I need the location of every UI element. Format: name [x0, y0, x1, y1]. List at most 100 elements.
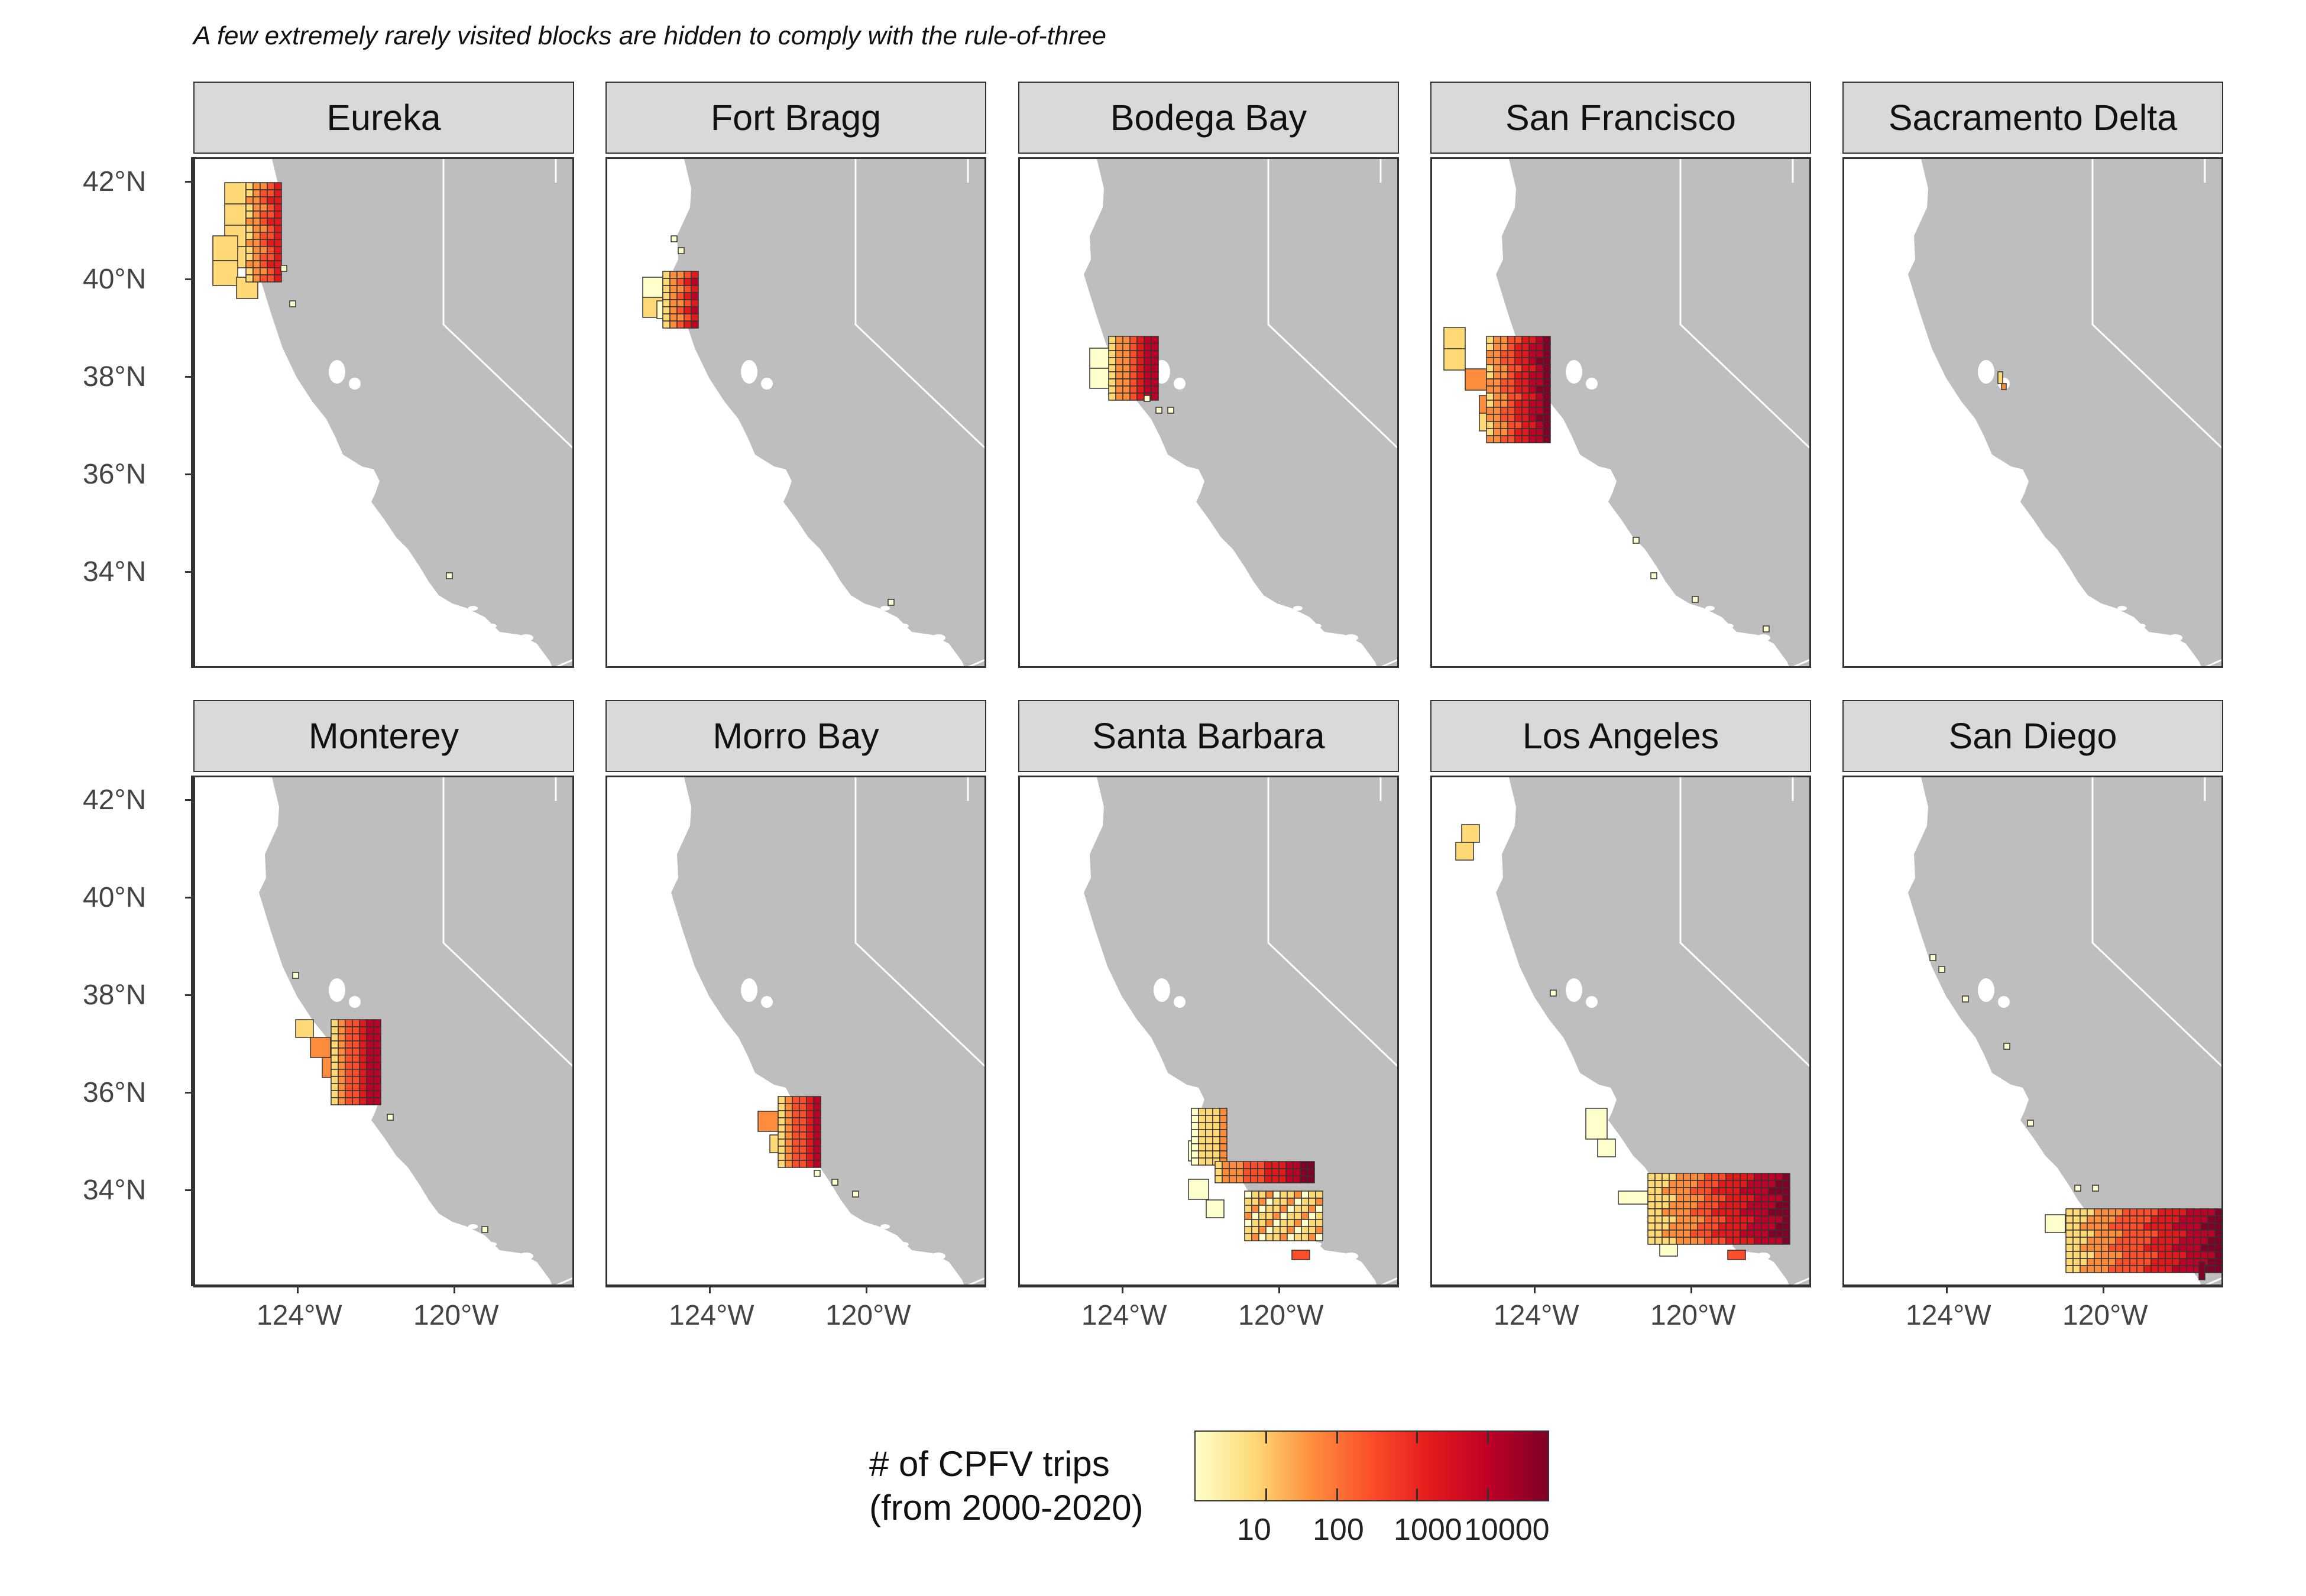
state-border — [442, 777, 572, 1068]
fishing-block — [691, 292, 699, 300]
fishing-block — [1507, 385, 1515, 394]
fishing-block — [359, 1062, 367, 1070]
fishing-block — [1704, 1222, 1712, 1231]
fishing-block — [245, 196, 254, 205]
fishing-block — [1528, 400, 1537, 408]
fishing-block — [245, 203, 254, 212]
fishing-block — [1122, 371, 1131, 379]
fishing-block — [2072, 1265, 2081, 1273]
fishing-block — [1315, 1233, 1323, 1241]
fishing-block — [806, 1124, 814, 1133]
fishing-block — [1308, 1226, 1316, 1234]
fishing-block — [662, 299, 671, 307]
fishing-block — [252, 260, 261, 268]
x-axis-line — [1018, 1284, 1399, 1287]
fishing-block — [252, 253, 261, 261]
fishing-block — [1669, 1208, 1677, 1217]
colorbar-tick — [1487, 1488, 1489, 1501]
fishing-block — [1521, 378, 1530, 387]
fishing-block — [1258, 1226, 1267, 1234]
fishing-block — [1662, 1173, 1670, 1181]
fishing-block — [2186, 1215, 2194, 1224]
x-tick-label: 120°W — [2062, 1300, 2148, 1331]
water-feature — [1978, 978, 1994, 1002]
state-border — [1679, 159, 1809, 449]
fishing-block — [1115, 385, 1123, 394]
fishing-block — [2172, 1222, 2180, 1231]
fishing-block — [1654, 1230, 1663, 1238]
panel-strip: San Diego — [1842, 700, 2223, 772]
fishing-block — [1782, 1230, 1790, 1238]
map-plot — [193, 776, 574, 1286]
fishing-block — [260, 182, 268, 190]
fishing-block — [2108, 1251, 2116, 1259]
fishing-block — [1528, 378, 1537, 387]
fishing-block — [1293, 1175, 1301, 1183]
x-tick-label: 124°W — [1494, 1300, 1579, 1331]
panel-strip: Sacramento Delta — [1842, 82, 2223, 154]
fishing-block — [1500, 385, 1508, 394]
map-svg — [671, 777, 984, 1284]
fishing-block — [1718, 1237, 1727, 1245]
map-plot — [605, 157, 986, 668]
fishing-block — [1718, 1201, 1727, 1209]
fishing-block — [1486, 350, 1494, 358]
fishing-block — [1514, 385, 1523, 394]
fishing-block — [2087, 1237, 2095, 1245]
fishing-block — [2122, 1208, 2130, 1217]
fishing-block — [2207, 1215, 2216, 1224]
fishing-block — [1129, 371, 1138, 379]
fishing-block — [1747, 1201, 1755, 1209]
fishing-block — [2214, 1215, 2221, 1224]
fishing-block — [1521, 343, 1530, 351]
fishing-block — [669, 306, 678, 314]
fishing-block — [1151, 343, 1159, 351]
fishing-block — [2065, 1258, 2074, 1266]
fishing-block — [373, 1033, 381, 1042]
fishing-block — [2165, 1237, 2173, 1245]
fishing-block — [1676, 1237, 1684, 1245]
fishing-block — [1662, 1208, 1670, 1217]
fishing-block — [1761, 1230, 1769, 1238]
fishing-block — [1315, 1212, 1323, 1220]
fishing-block — [806, 1117, 814, 1125]
fishing-block — [1115, 371, 1123, 379]
fishing-block — [1514, 378, 1523, 387]
fishing-block — [2136, 1244, 2145, 1252]
fishing-block — [1690, 1194, 1698, 1202]
fishing-block — [778, 1131, 786, 1140]
fishing-block — [2214, 1222, 2221, 1231]
fishing-block — [481, 1226, 488, 1233]
fishing-block — [2122, 1251, 2130, 1259]
fishing-block — [1768, 1201, 1776, 1209]
land-mass — [1908, 777, 2221, 1284]
fishing-block — [2080, 1251, 2088, 1259]
water-feature — [519, 634, 533, 641]
fishing-block — [1543, 414, 1551, 422]
fishing-block — [1683, 1173, 1691, 1181]
fishing-block — [1108, 364, 1116, 372]
fishing-block — [1536, 385, 1544, 394]
fishing-block — [1243, 1161, 1251, 1169]
fishing-block — [2101, 1265, 2109, 1273]
water-feature — [349, 996, 361, 1008]
fishing-block — [1775, 1173, 1783, 1181]
fishing-block — [1536, 392, 1544, 401]
fishing-block — [1754, 1222, 1762, 1231]
map-svg — [1908, 777, 2221, 1284]
state-border — [968, 1277, 984, 1284]
fishing-block — [1307, 1161, 1315, 1169]
fishing-block — [1514, 357, 1523, 365]
fishing-block — [359, 1040, 367, 1049]
state-border — [556, 1277, 572, 1284]
fishing-block — [1536, 350, 1544, 358]
fishing-block — [676, 313, 685, 322]
fishing-block — [1662, 1237, 1670, 1245]
water-feature — [1154, 978, 1170, 1002]
fishing-block — [1500, 435, 1508, 443]
fishing-block — [1676, 1222, 1684, 1231]
fishing-block — [1294, 1190, 1302, 1199]
fishing-block — [1144, 371, 1152, 379]
fishing-block — [1115, 378, 1123, 387]
fishing-block — [1115, 336, 1123, 344]
